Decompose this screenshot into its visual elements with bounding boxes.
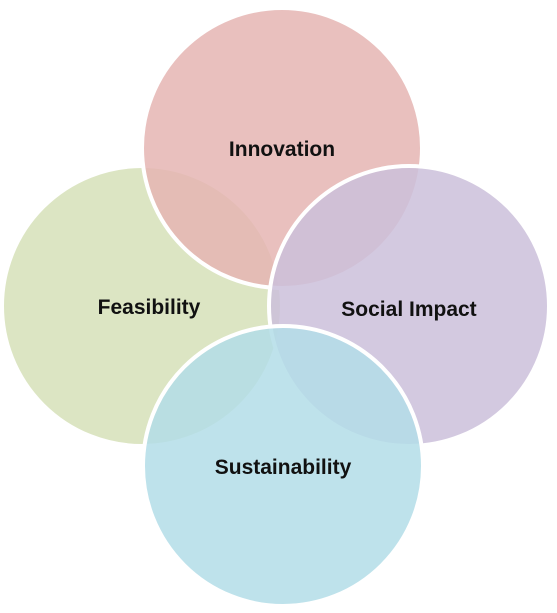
label-innovation: Innovation [229, 138, 335, 161]
circle-sustainability [141, 324, 425, 608]
circle-group-sustainability [141, 324, 425, 608]
label-feasibility: Feasibility [98, 296, 201, 319]
label-social-impact: Social Impact [341, 298, 476, 321]
label-sustainability: Sustainability [215, 456, 352, 479]
